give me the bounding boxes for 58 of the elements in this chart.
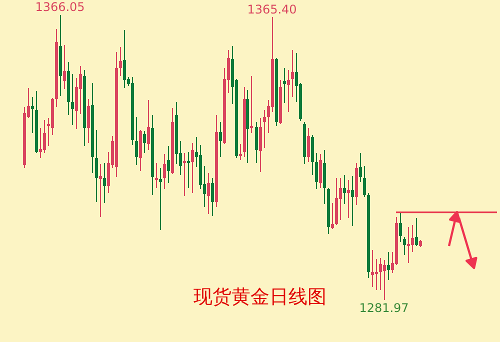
candlestick [219, 122, 222, 158]
candlestick [411, 224, 414, 252]
candlestick [307, 128, 310, 162]
candlestick [63, 44, 66, 90]
candlestick [331, 202, 334, 230]
candlestick [415, 218, 418, 246]
candlestick [71, 74, 74, 126]
candlestick [363, 166, 366, 198]
candlestick [263, 110, 266, 148]
candlestick [75, 78, 78, 130]
candlestick [159, 168, 162, 230]
candlestick [119, 46, 122, 76]
candlestick [211, 178, 214, 216]
candlestick [255, 122, 258, 164]
candlestick [291, 50, 294, 98]
candlestick [339, 178, 342, 220]
candlestick [371, 250, 374, 288]
candlestick [123, 30, 126, 88]
candlestick [31, 96, 34, 134]
annotation: 1366.05 [35, 0, 85, 14]
candlestick [359, 152, 362, 182]
candlestick [79, 66, 82, 114]
candlestick [403, 236, 406, 256]
candlestick [375, 258, 378, 290]
candlestick [103, 162, 106, 204]
candlestick [135, 116, 138, 166]
candlestick [191, 142, 194, 194]
candlestick [283, 68, 286, 104]
candlestick [207, 172, 210, 214]
candlestick [399, 212, 402, 242]
candlestick [379, 258, 382, 290]
candlestick [259, 118, 262, 172]
candlestick [407, 226, 410, 264]
candlestick [351, 176, 354, 226]
candlestick [95, 130, 98, 202]
candlestick [99, 164, 102, 218]
candlestick [315, 152, 318, 190]
candlestick [387, 252, 390, 280]
candlestick [39, 128, 42, 158]
candlestick [287, 70, 290, 112]
text: 现货黄金日线图 [194, 287, 326, 308]
candlestick [155, 162, 158, 188]
candlestick [239, 144, 242, 160]
candlestick [343, 174, 346, 204]
candlestick [167, 146, 170, 184]
candlestick [347, 180, 350, 218]
candlestick [143, 130, 146, 154]
candlestick [250, 76, 253, 134]
candlestick [187, 152, 190, 188]
annotation: 1365.40 [247, 2, 297, 16]
annotation: 1281.97 [359, 301, 409, 316]
candlestick [147, 100, 150, 150]
candlestick [383, 260, 386, 300]
candlestick [43, 120, 46, 154]
candlestick [87, 98, 90, 144]
candlestick [183, 152, 186, 196]
candlestick [163, 154, 166, 190]
candlestick [319, 154, 322, 188]
